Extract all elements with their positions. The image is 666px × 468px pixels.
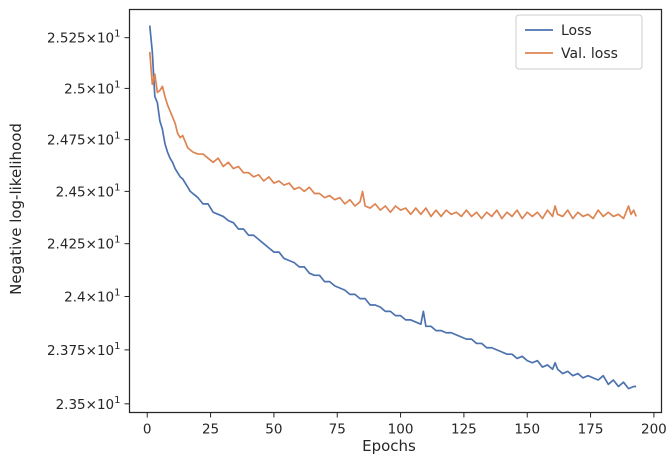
- x-tick-label: 200: [641, 422, 666, 438]
- y-tick-mantissa: 2.4: [64, 289, 85, 305]
- y-tick-label: 2.475×101: [47, 131, 121, 149]
- legend-label: Val. loss: [561, 46, 618, 62]
- y-tick-mantissa: 2.525: [47, 31, 86, 47]
- y-tick-label: 2.45×101: [56, 182, 121, 200]
- x-tick-label: 150: [514, 422, 540, 438]
- y-tick-exponent: 1: [114, 395, 120, 406]
- x-tick-label: 175: [578, 422, 604, 438]
- y-tick-base: 10: [97, 343, 114, 359]
- y-tick-exponent: 1: [114, 287, 120, 298]
- legend: Loss Val. loss: [515, 14, 643, 70]
- y-tick-mantissa: 2.35: [56, 397, 86, 413]
- y-tick-label: 2.5×101: [64, 79, 120, 97]
- y-tick-exponent: 1: [114, 79, 120, 90]
- y-tick-mantissa: 2.475: [47, 133, 86, 149]
- y-tick-base: 10: [97, 237, 114, 253]
- y-tick-exponent: 1: [114, 182, 120, 193]
- legend-label: Loss: [561, 23, 592, 39]
- y-tick-mantissa: 2.5: [64, 81, 85, 97]
- series-layer: [148, 25, 637, 390]
- y-tick-label: 2.525×101: [47, 29, 121, 47]
- y-tick-times: ×: [86, 237, 97, 253]
- x-tick-label: 100: [388, 422, 414, 438]
- x-tick-label: 25: [202, 422, 219, 438]
- y-tick-exponent: 1: [114, 29, 120, 40]
- y-tick-mantissa: 2.425: [47, 237, 86, 253]
- plot-frame: [128, 8, 663, 414]
- y-tick-times: ×: [86, 31, 97, 47]
- y-tick-exponent: 1: [114, 235, 120, 246]
- y-tick-base: 10: [97, 81, 114, 97]
- y-tick-label: 2.425×101: [47, 235, 121, 253]
- y-tick-mantissa: 2.45: [56, 184, 86, 200]
- y-axis: 2.35×1012.375×1012.4×1012.425×1012.45×10…: [47, 29, 130, 413]
- x-axis: 0 25 50 75 100 125 150 175 200: [143, 412, 666, 438]
- x-axis-label: Epochs: [362, 437, 416, 455]
- y-axis-label: Negative log-likelihood: [7, 123, 25, 295]
- legend-box: [515, 14, 643, 70]
- y-tick-times: ×: [86, 397, 97, 413]
- y-tick-times: ×: [86, 184, 97, 200]
- y-tick-times: ×: [86, 133, 97, 149]
- x-tick-label: 75: [329, 422, 346, 438]
- y-tick-base: 10: [97, 133, 114, 149]
- y-tick-times: ×: [86, 81, 97, 97]
- x-tick-label: 50: [265, 422, 282, 438]
- y-tick-exponent: 1: [114, 131, 120, 142]
- y-tick-base: 10: [97, 31, 114, 47]
- x-tick-label: 0: [143, 422, 152, 438]
- y-tick-label: 2.35×101: [56, 395, 121, 413]
- y-tick-label: 2.375×101: [47, 341, 121, 359]
- y-tick-exponent: 1: [114, 341, 120, 352]
- y-tick-base: 10: [97, 184, 114, 200]
- y-tick-base: 10: [97, 289, 114, 305]
- x-tick-label: 125: [451, 422, 477, 438]
- series-line-val-loss: [148, 51, 637, 220]
- y-tick-times: ×: [86, 289, 97, 305]
- y-tick-label: 2.4×101: [64, 287, 120, 305]
- y-tick-base: 10: [97, 397, 114, 413]
- y-tick-mantissa: 2.375: [47, 343, 86, 359]
- series-line-loss: [148, 25, 637, 390]
- y-tick-times: ×: [86, 343, 97, 359]
